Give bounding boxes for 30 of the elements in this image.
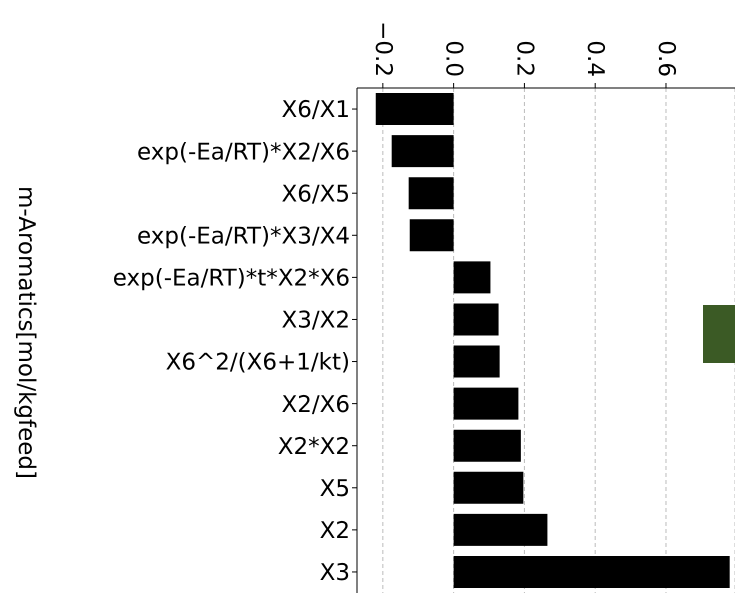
y-tick-label: exp(-Ea/RT)*X3/X4 <box>137 223 350 250</box>
bar <box>454 388 518 420</box>
bar <box>454 514 548 546</box>
y-tick-label: X3 <box>320 560 350 586</box>
y-tick-label: X2/X6 <box>281 392 350 418</box>
y-tick-label: X6/X1 <box>281 97 350 124</box>
bar <box>410 219 454 252</box>
y-tick-label: X6/X5 <box>281 181 350 208</box>
x-tick-label: 0.4 <box>582 40 608 77</box>
bar <box>454 556 730 588</box>
bar <box>454 346 500 378</box>
bar <box>392 135 454 168</box>
y-tick-label: X2*X2 <box>278 434 350 460</box>
y-tick-label: X3/X2 <box>281 308 350 334</box>
x-tick-label: 0.0 <box>440 40 467 77</box>
x-tick-label: 0.6 <box>652 40 679 77</box>
bar <box>454 303 499 336</box>
y-tick-label: exp(-Ea/RT)*X2/X6 <box>137 139 350 166</box>
x-tick-label: −0.2 <box>370 21 396 77</box>
y-tick-label: X6^2/(X6+1/kt) <box>166 350 350 376</box>
y-tick-label: X5 <box>320 476 350 502</box>
y-tick-label: exp(-Ea/RT)*t*X2*X6 <box>112 266 350 292</box>
bar <box>454 430 521 462</box>
y-tick-label: X2 <box>320 518 350 544</box>
bar <box>376 93 454 126</box>
bar <box>408 177 454 210</box>
bar <box>454 472 524 504</box>
x-tick-label: 0.2 <box>511 40 538 77</box>
y-axis-title: m-Aromatics[mol/kgfeed] <box>13 186 39 479</box>
bar <box>454 261 490 294</box>
